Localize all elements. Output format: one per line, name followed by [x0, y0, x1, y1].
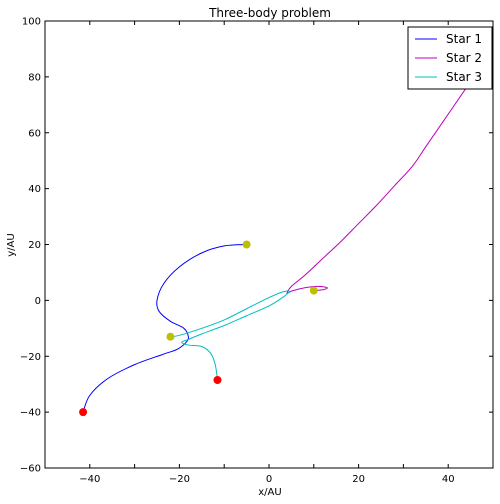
legend-label-star-2: Star 2 [446, 51, 482, 65]
start-marker-star-2 [309, 286, 318, 295]
start-marker-star-1 [242, 240, 251, 249]
y-tick-labels: −60 −40 −20 0 20 40 60 80 100 [20, 17, 41, 475]
x-tick-label: −40 [79, 474, 100, 485]
legend: Star 1 Star 2 Star 3 [407, 26, 493, 90]
plot-area [45, 21, 493, 468]
series-line-star-2 [286, 48, 493, 295]
marker-layer [79, 240, 318, 417]
series-line-star-3 [170, 290, 290, 381]
y-tick-label: 0 [35, 296, 41, 307]
y-tick-label: −40 [20, 408, 41, 419]
y-axis-label: y/AU [6, 233, 17, 256]
y-tick-label: 60 [28, 128, 41, 139]
y-tick-label: −60 [20, 464, 41, 475]
y-tick-label: −20 [20, 352, 41, 363]
series-layer [82, 48, 493, 413]
x-tick-labels: −40 −20 0 20 40 [79, 474, 454, 485]
chart-title: Three-body problem [208, 6, 331, 20]
legend-label-star-1: Star 1 [446, 32, 482, 46]
y-tick-label: 20 [28, 240, 41, 251]
x-tick-label: 0 [266, 474, 272, 485]
legend-label-star-3: Star 3 [446, 70, 482, 84]
x-tick-label: −20 [169, 474, 190, 485]
end-marker-star-3 [213, 375, 222, 384]
x-tick-label: 40 [442, 474, 455, 485]
y-tick-label: 40 [28, 184, 41, 195]
series-line-star-1 [82, 244, 247, 413]
start-marker-star-3 [166, 332, 175, 341]
y-tick-label: 100 [22, 17, 41, 28]
x-axis-label: x/AU [258, 487, 281, 498]
x-tick-label: 20 [352, 474, 365, 485]
y-tick-label: 80 [28, 72, 41, 83]
end-marker-star-1 [79, 408, 88, 417]
tick-layer [44, 20, 494, 469]
